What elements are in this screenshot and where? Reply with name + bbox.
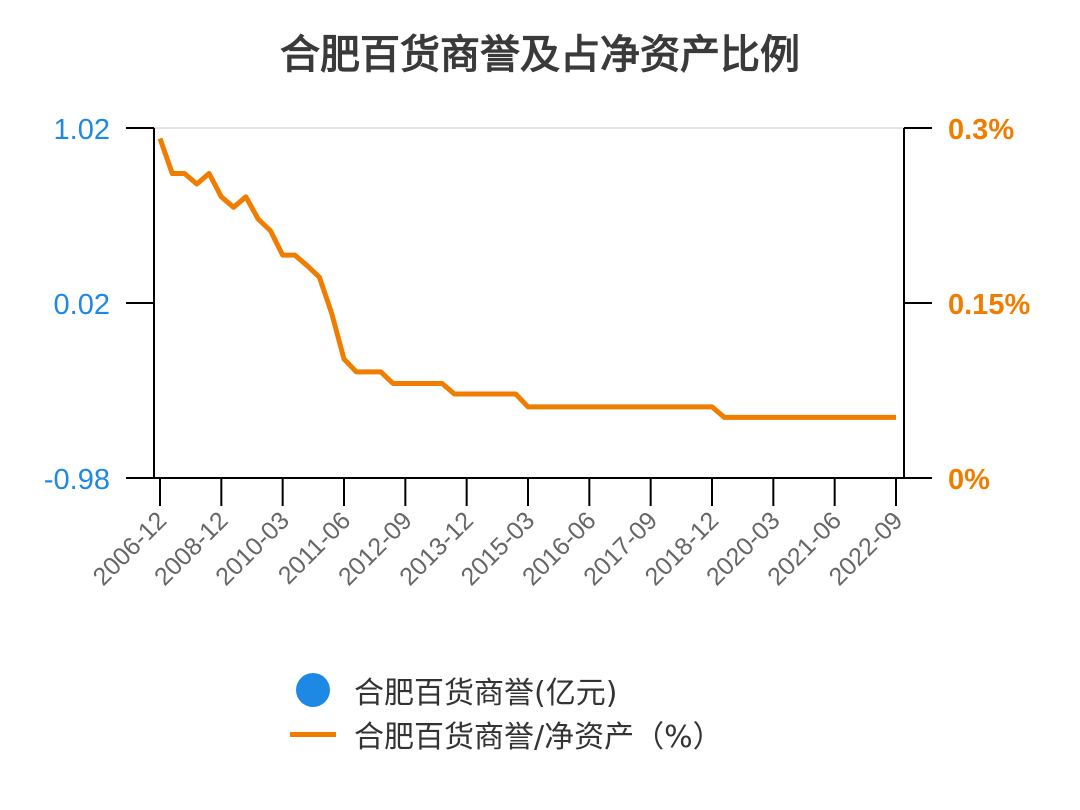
legend-item-ratio[interactable]: 合肥百货商誉/净资产（%） [290,712,723,756]
ratio-line [157,137,896,420]
legend-label: 合肥百货商誉/净资产（%） [354,720,723,755]
left-tick-label: 1.02 [54,114,110,146]
chart-title: 合肥百货商誉及占净资产比例 [280,32,800,78]
legend-label: 合肥百货商誉(亿元) [354,676,618,711]
legend: 合肥百货商誉(亿元) 合肥百货商誉/净资产（%） [290,668,723,756]
left-tick-label: -0.98 [44,464,110,496]
legend-item-goodwill[interactable]: 合肥百货商誉(亿元) [290,668,723,712]
right-tick-label: 0.15% [948,289,1030,321]
right-tick-label: 0% [948,464,990,496]
legend-dot-icon [296,673,330,707]
legend-line-icon [290,731,336,737]
left-tick-label: 0.02 [54,289,110,321]
right-tick-label: 0.3% [948,114,1014,146]
